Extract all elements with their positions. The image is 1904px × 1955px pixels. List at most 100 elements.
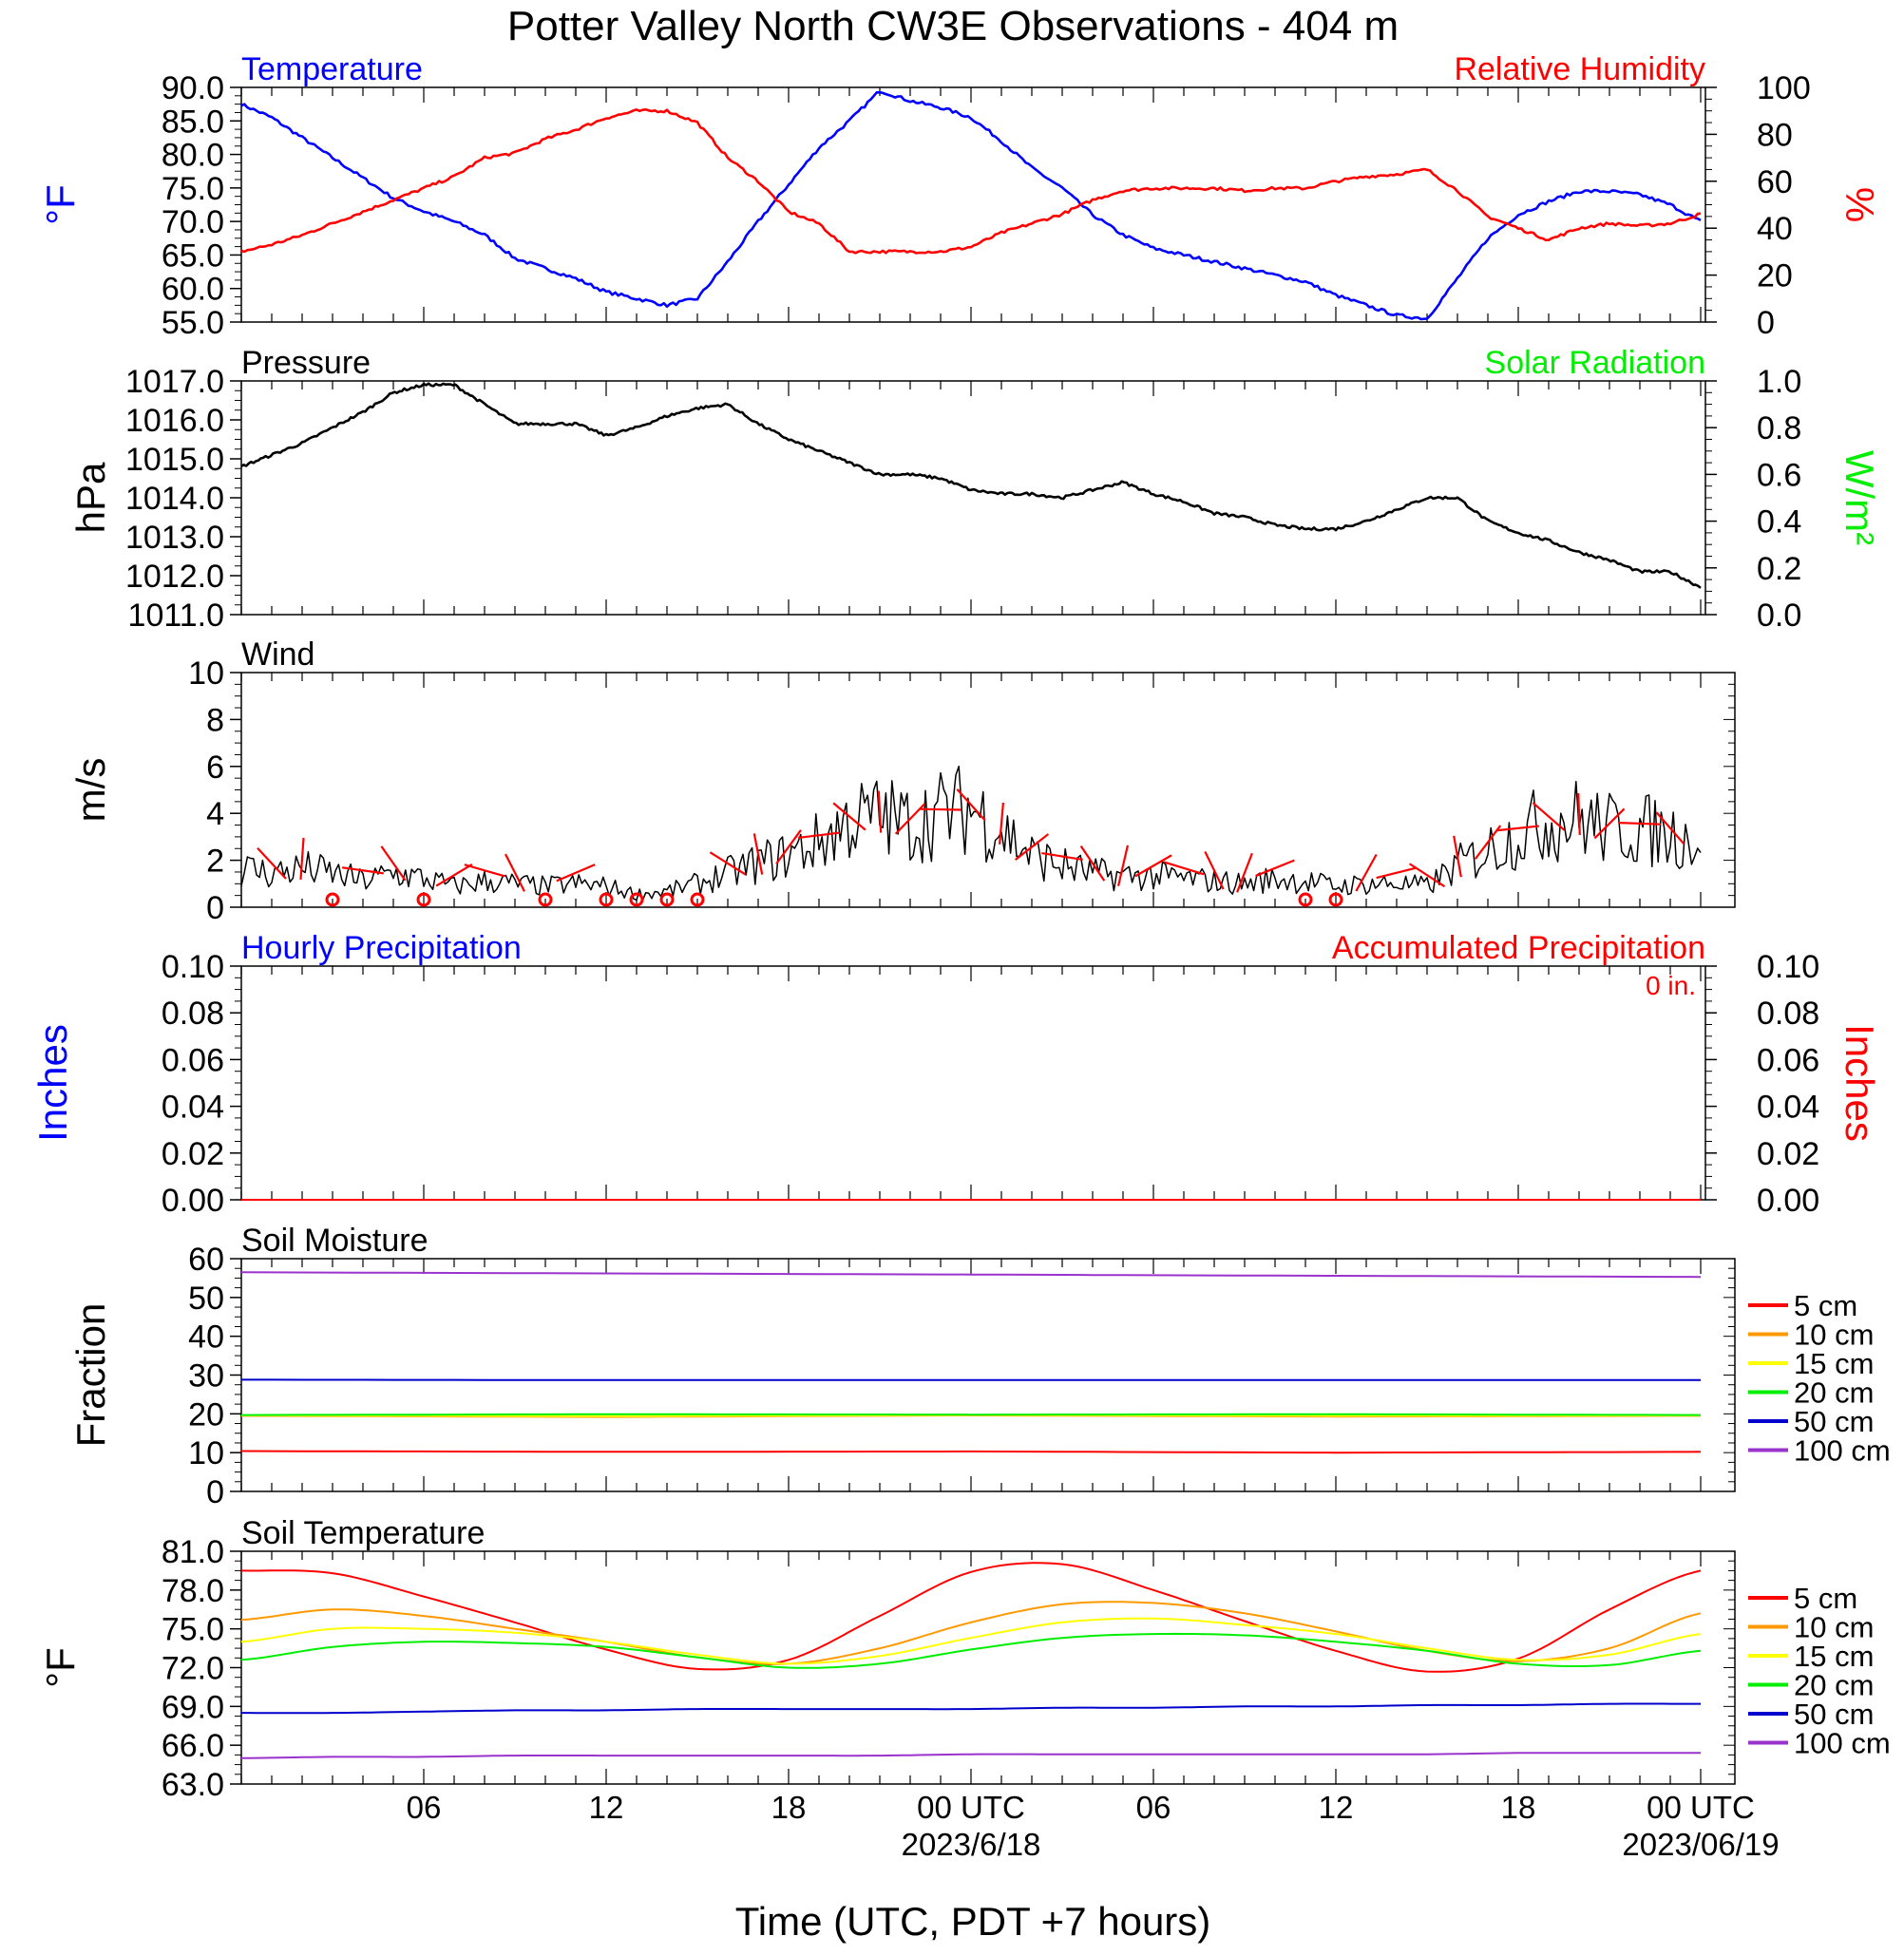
y-tick-label-left: 60.0: [162, 272, 224, 308]
wind-direction-barb: [1134, 854, 1172, 878]
wind-direction-barb: [556, 864, 596, 883]
y-axis-label-left: m/s: [68, 758, 113, 823]
calm-wind-marker: [1328, 892, 1343, 907]
series-line-20-cm: [240, 1413, 1702, 1416]
precip-total-annotation: 0 in.: [1646, 971, 1696, 1000]
y-tick-label-left: 0.10: [162, 949, 224, 985]
calm-wind-marker: [629, 892, 644, 907]
y-tick-label-left: 0.04: [162, 1090, 224, 1126]
panel-pressure: 1011.01012.01013.01014.01015.01016.01017…: [68, 345, 1882, 634]
wind-direction-barb: [1618, 822, 1662, 826]
series-line-wind-speed: [240, 765, 1702, 902]
panel-wind: 0 2 4 6 8 10 Wind m/s: [68, 636, 1736, 926]
wind-direction-barb: [380, 845, 407, 882]
legend-label: 20 cm: [1794, 1376, 1874, 1410]
y-tick-label-left: 1011.0: [128, 598, 224, 634]
x-axis-label: Time (UTC, PDT +7 hours): [735, 1899, 1211, 1944]
wind-direction-barb: [435, 863, 473, 887]
wind-direction-barb: [1116, 845, 1130, 887]
legend-label: 15 cm: [1794, 1640, 1874, 1673]
wind-direction-barb: [1376, 866, 1418, 880]
series-line-15-cm: [240, 1617, 1702, 1665]
y-tick-label-right: 0.2: [1757, 551, 1801, 587]
wind-direction-barb: [752, 833, 764, 875]
y-tick-label-left: 60: [188, 1242, 224, 1278]
wind-direction-barb: [1453, 835, 1462, 878]
y-tick-label-left: 8: [206, 702, 224, 738]
y-tick-label-right: 0.00: [1757, 1183, 1819, 1219]
x-tick-label: 00 UTC: [1647, 1790, 1755, 1825]
y-axis-label-left: °F: [38, 1647, 83, 1687]
legend-label: 15 cm: [1794, 1347, 1874, 1380]
panel-precip: 0.00 0.02 0.04 0.06 0.08 0.10 0.00 0.02 0.04 0.06…: [30, 930, 1882, 1219]
y-tick-label-left: 30: [188, 1358, 224, 1395]
y-tick-label-right: 0.8: [1757, 410, 1801, 446]
wind-direction-barb: [798, 831, 840, 840]
panel-title-right: Solar Radiation: [1485, 345, 1705, 381]
panels: 55.060.065.070.075.080.085.090.002040608…: [30, 51, 1891, 1803]
wind-direction-barb: [1236, 852, 1253, 893]
y-tick-label-left: 75.0: [162, 171, 224, 207]
legend-label: 5 cm: [1794, 1289, 1857, 1322]
y-tick-label-left: 1012.0: [125, 559, 224, 595]
series-line-100-cm: [240, 1271, 1702, 1279]
wind-direction-barb: [1497, 825, 1539, 832]
calm-wind-marker: [1298, 892, 1313, 907]
y-tick-label-right: 80: [1757, 117, 1793, 153]
y-tick-label-right: 0.02: [1757, 1136, 1819, 1172]
panel-title-left: Soil Temperature: [241, 1515, 485, 1551]
y-axis-label-left: Fraction: [68, 1303, 113, 1448]
wind-direction-barb: [709, 851, 747, 876]
wind-direction-barb: [1255, 859, 1295, 878]
legend-label: 50 cm: [1794, 1405, 1874, 1438]
y-tick-label-left: 75.0: [162, 1612, 224, 1648]
calm-wind-marker: [416, 892, 431, 907]
wind-direction-barb: [342, 866, 384, 875]
wind-direction-barb: [1041, 851, 1083, 862]
y-tick-label-left: 4: [206, 796, 224, 832]
y-tick-label-right: 0.04: [1757, 1090, 1819, 1126]
wind-direction-barb: [956, 788, 986, 822]
plot-frame: [240, 672, 1736, 908]
y-tick-label-left: 20: [188, 1396, 224, 1433]
y-tick-label-right: 1.0: [1757, 364, 1801, 400]
wind-direction-barb: [1204, 851, 1225, 890]
y-tick-label-left: 0.08: [162, 996, 224, 1032]
legend-label: 10 cm: [1794, 1611, 1874, 1644]
y-tick-label-left: 50: [188, 1281, 224, 1317]
y-tick-label-right: 0.08: [1757, 996, 1819, 1032]
wind-direction-barb: [1655, 811, 1685, 845]
y-tick-label-left: 1014.0: [125, 481, 224, 517]
wind-direction-barb: [832, 802, 866, 831]
wind-direction-barb: [464, 864, 505, 878]
wind-direction-barb: [1079, 845, 1106, 882]
wind-direction-barb: [1577, 792, 1581, 836]
y-tick-label-left: 72.0: [162, 1651, 224, 1687]
y-axis-label-left: Inches: [30, 1024, 75, 1142]
figure-title: Potter Valley North CW3E Observations - …: [507, 3, 1399, 49]
wind-direction-barb: [1014, 833, 1050, 862]
y-tick-label-left: 80.0: [162, 138, 224, 174]
y-tick-label-left: 1013.0: [125, 520, 224, 556]
panel-title-left: Hourly Precipitation: [241, 930, 522, 966]
x-tick-label: 00 UTC: [917, 1790, 1025, 1825]
panel-temp_rh: 55.060.065.070.075.080.085.090.0 0 20 40 60 8…: [38, 51, 1882, 341]
y-tick-label-right: 20: [1757, 258, 1793, 294]
series-line-20-cm: [240, 1632, 1702, 1669]
series-line-temperature: [240, 90, 1702, 321]
x-tick-date: 2023/06/19: [1622, 1827, 1779, 1862]
wind-direction-barb: [1163, 861, 1205, 876]
legend-label: 100 cm: [1794, 1434, 1891, 1468]
plot-frame: [240, 965, 1706, 1201]
x-tick-label: 12: [1319, 1790, 1354, 1825]
wind-direction-barb: [919, 807, 962, 811]
y-tick-label-right: 0.4: [1757, 504, 1801, 541]
panel-title-left: Temperature: [241, 51, 423, 87]
wind-direction-barb: [1408, 863, 1446, 888]
y-tick-label-left: 0.00: [162, 1183, 224, 1219]
x-tick-label: 12: [589, 1790, 624, 1825]
y-tick-label-left: 1015.0: [125, 442, 224, 478]
